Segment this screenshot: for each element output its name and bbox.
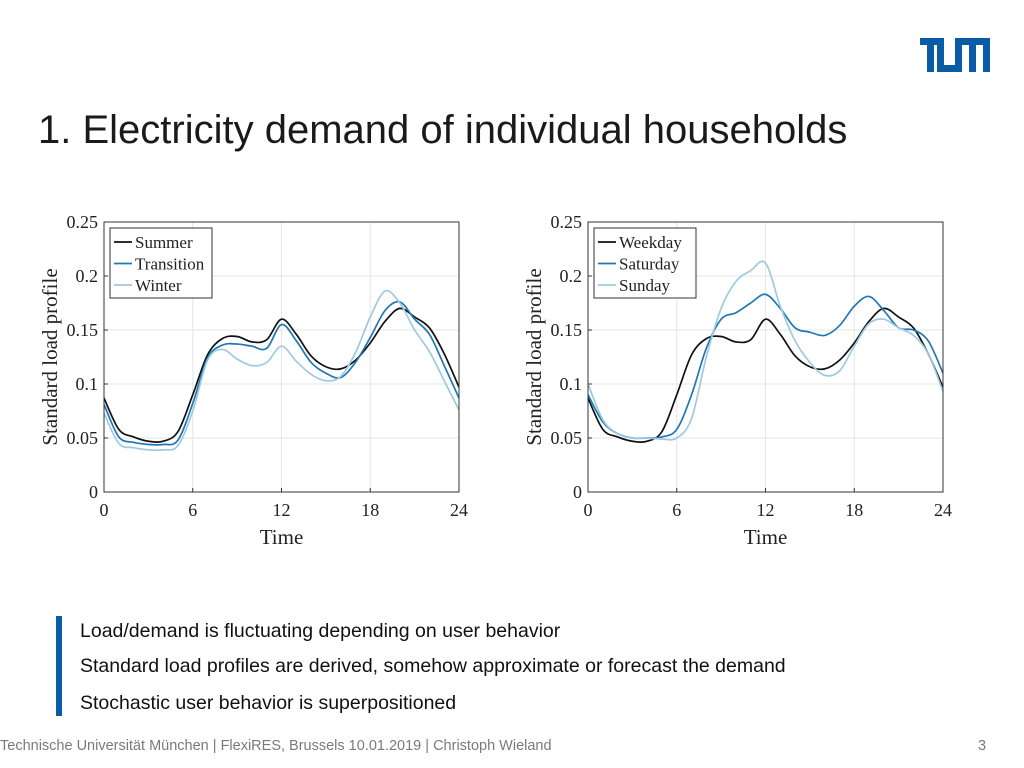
x-tick-label: 24 — [450, 500, 468, 520]
series-line-sunday — [587, 260, 944, 441]
y-tick-label: 0.2 — [560, 266, 583, 286]
series-line-winter — [103, 289, 460, 452]
x-tick-label: 6 — [672, 500, 681, 520]
axes-box — [587, 221, 944, 493]
chart-season: 0 6 12 18 24 0 0.05 0.1 0.15 0.2 0.25 Time Standard … — [34, 204, 474, 564]
y-tick-label: 0.2 — [76, 266, 99, 286]
legend-label: Weekday — [619, 233, 682, 252]
series-line-weekday — [587, 307, 944, 443]
x-tick-label: 0 — [584, 500, 593, 520]
y-tick-label: 0.05 — [551, 428, 583, 448]
y-tick-label: 0.1 — [76, 374, 99, 394]
x-tick-label: 12 — [273, 500, 291, 520]
legend-label: Saturday — [619, 255, 680, 274]
y-axis-label: Standard load profile — [38, 268, 62, 445]
x-axis-label: Time — [260, 525, 304, 549]
legend-label: Summer — [135, 233, 193, 252]
axes-box — [103, 221, 460, 493]
y-tick-label: 0.1 — [560, 374, 583, 394]
chart-daytype-svg: 0 6 12 18 24 0 0.05 0.1 0.15 0.2 0.25 Time Standard … — [522, 212, 952, 549]
x-tick-label: 18 — [361, 500, 379, 520]
legend-label: Winter — [135, 276, 182, 295]
y-tick-label: 0 — [89, 482, 98, 502]
series-line-summer — [103, 307, 460, 443]
legend-label: Transition — [135, 255, 205, 274]
bullet-item: Load/demand is fluctuating depending on … — [80, 620, 561, 642]
x-tick-label: 6 — [188, 500, 197, 520]
bullet-item: Stochastic user behavior is superpositio… — [80, 692, 457, 714]
bullet-item: Standard load profiles are derived, some… — [80, 655, 786, 677]
bullet-list: Load/demand is fluctuating depending on … — [56, 616, 962, 716]
y-tick-label: 0.25 — [551, 212, 583, 232]
page-number: 3 — [978, 738, 987, 754]
x-tick-label: 12 — [757, 500, 775, 520]
chart-daytype: 0 6 12 18 24 0 0.05 0.1 0.15 0.2 0.25 Time Standard … — [518, 204, 958, 564]
y-tick-label: 0 — [573, 482, 582, 502]
y-tick-label: 0.15 — [551, 320, 583, 340]
y-axis-label: Standard load profile — [522, 268, 546, 445]
footer-text: Technische Universität München | FlexiRE… — [0, 738, 552, 754]
chart-season-svg: 0 6 12 18 24 0 0.05 0.1 0.15 0.2 0.25 Time Standard … — [38, 212, 468, 549]
y-tick-label: 0.25 — [67, 212, 99, 232]
x-tick-label: 24 — [934, 500, 952, 520]
x-tick-label: 0 — [100, 500, 109, 520]
tum-logo — [920, 38, 990, 72]
y-tick-label: 0.15 — [67, 320, 99, 340]
legend-label: Sunday — [619, 276, 671, 295]
x-axis-label: Time — [744, 525, 788, 549]
y-tick-label: 0.05 — [67, 428, 99, 448]
slide-title: 1. Electricity demand of individual hous… — [38, 108, 848, 152]
x-tick-label: 18 — [845, 500, 863, 520]
tum-logo-mark — [920, 38, 990, 72]
